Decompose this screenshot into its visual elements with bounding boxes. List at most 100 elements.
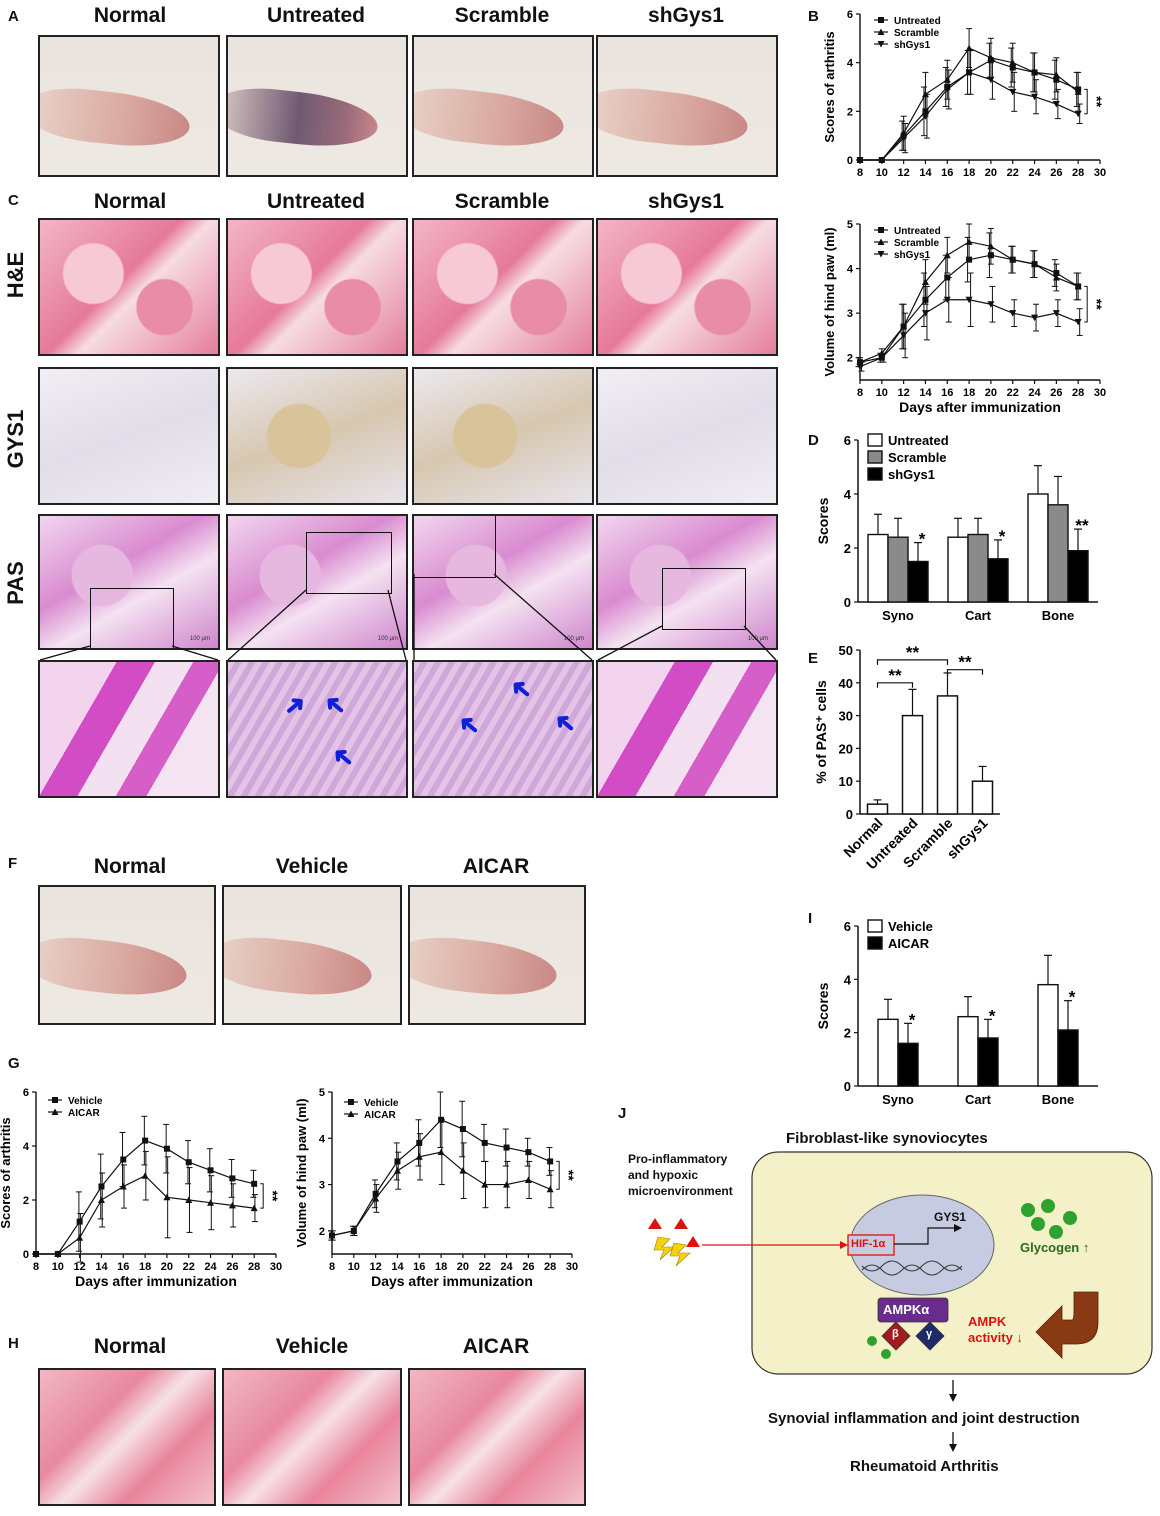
y-axis-label: Scores [815, 497, 831, 544]
legend-swatch [867, 433, 883, 447]
x-tick-label: 12 [370, 1261, 382, 1273]
data-point-aicar [97, 1196, 105, 1203]
bar-vehicle [957, 1015, 979, 1087]
outcome-ra: Rheumatoid Arthritis [850, 1458, 999, 1475]
x-tick-label: 28 [544, 1261, 556, 1273]
chart-i-scores: 0 2 4 6 Scores * Syno * Cart * Bone Vehicle AICAR [815, 919, 1098, 1107]
legend-label: Scramble [894, 238, 939, 249]
legend-marker [51, 1108, 59, 1115]
y-tick-label: 0 [23, 1249, 29, 1261]
x-tick-label: 22 [479, 1261, 491, 1273]
significance-bracket [946, 669, 984, 675]
x-tick-label: Cart [965, 1092, 992, 1107]
y-tick-label: 2 [319, 1226, 325, 1238]
x-tick-label: 28 [248, 1261, 260, 1273]
bar-vehicle [877, 1018, 899, 1087]
col-label-normal-f: Normal [93, 855, 167, 878]
y-tick-label: 6 [844, 433, 851, 448]
x-tick-label: 30 [566, 1261, 578, 1273]
legend-marker [877, 251, 885, 258]
col-label-scramble-c: Scramble [454, 190, 550, 213]
y-tick-label: 10 [839, 774, 853, 789]
y-axis-label: % of PAS⁺ cells [813, 680, 829, 784]
bar-shgys1 [1067, 549, 1089, 603]
significance-label: ** [1075, 516, 1089, 535]
paw-photo-untreated [226, 35, 408, 177]
data-point-vehicle [503, 1144, 510, 1151]
gys1-stain-untreated [226, 367, 408, 505]
ampk-alpha-label: AMPKα [883, 1302, 930, 1317]
legend-label: AICAR [68, 1108, 100, 1119]
col-label-shgys1-a: shGys1 [648, 4, 724, 27]
x-tick-label: 30 [270, 1261, 282, 1273]
x-tick-label: 16 [941, 167, 953, 179]
x-tick-label: 24 [1028, 167, 1041, 179]
data-point-vehicle [372, 1190, 379, 1197]
legend-label: Untreated [894, 226, 941, 237]
series-line-shgys1 [859, 299, 1079, 368]
legend-label: Vehicle [888, 919, 933, 934]
scale-bar-label: 100 μm [563, 636, 584, 642]
data-point-shgys1 [1031, 314, 1039, 322]
outcome-inflammation: Synovial inflammation and joint destruct… [768, 1410, 1080, 1427]
x-tick-label: 10 [348, 1261, 360, 1273]
paw-photo-shgys1 [596, 35, 778, 177]
data-point-vehicle [459, 1126, 466, 1133]
significance-label: * [909, 1010, 916, 1029]
x-tick-label: Cart [965, 608, 992, 623]
significance-label: ** [265, 1190, 281, 1201]
data-point-shgys1 [856, 157, 864, 164]
x-tick-label: 14 [919, 387, 932, 399]
data-point-aicar [328, 1231, 336, 1239]
data-point-scramble [1031, 68, 1039, 76]
glycogen-label: Glycogen ↑ [1020, 1240, 1090, 1255]
legend-label: Scramble [894, 28, 939, 39]
x-tick-label: 20 [161, 1261, 173, 1273]
x-tick-label: 14 [391, 1261, 404, 1273]
data-point-scramble [965, 44, 973, 52]
x-tick-label: 10 [876, 167, 888, 179]
significance-label: * [989, 1006, 996, 1025]
data-point-aicar [350, 1227, 358, 1234]
x-tick-label: 8 [329, 1261, 335, 1273]
x-tick-label: 24 [1028, 387, 1041, 399]
x-tick-label: 8 [33, 1261, 39, 1273]
x-tick-label: 28 [1072, 167, 1084, 179]
y-tick-label: 0 [844, 595, 851, 610]
x-tick-label: 30 [1094, 167, 1106, 179]
y-tick-label: 0 [847, 155, 853, 167]
data-point-scramble [1009, 256, 1017, 263]
data-point-shgys1 [1009, 310, 1017, 317]
zoom-box [90, 588, 174, 648]
bar-untreated [1027, 493, 1049, 603]
pas-zoom-scramble: ➜ ➜ ➜ [412, 660, 594, 798]
data-point-scramble [1031, 260, 1039, 268]
data-point-aicar [32, 1250, 40, 1257]
y-tick-label: 20 [839, 741, 853, 756]
x-tick-label: 18 [963, 167, 975, 179]
data-point-scramble [1074, 88, 1082, 95]
legend-label: Vehicle [68, 1096, 103, 1107]
x-tick-label: 10 [52, 1261, 64, 1273]
x-tick-label: 24 [204, 1261, 217, 1273]
scale-bar-label: 100 μm [747, 636, 768, 642]
data-point-shgys1 [1031, 93, 1039, 101]
diagram-j-shapes [648, 1151, 1153, 1452]
col-label-normal-h: Normal [93, 1335, 167, 1358]
ampk-activity-label-1: AMPK [968, 1314, 1007, 1329]
bar-untreated [867, 533, 889, 603]
bar-untreated [947, 536, 969, 603]
data-point-aicar [250, 1204, 258, 1212]
data-point-shgys1 [856, 363, 864, 371]
data-point-vehicle [547, 1158, 554, 1165]
data-point-shgys1 [943, 86, 951, 93]
significance-label: ** [906, 643, 920, 662]
legend-label: shGys1 [894, 250, 931, 261]
x-tick-label: 22 [1007, 167, 1019, 179]
data-point-aicar [415, 1153, 423, 1160]
panel-label-e: E [808, 650, 819, 667]
data-point-shgys1 [965, 69, 973, 76]
stimulus-label-2: and hypoxic [628, 1168, 699, 1182]
he-section-normal-h [38, 1368, 216, 1506]
y-tick-label: 5 [319, 1087, 325, 1099]
